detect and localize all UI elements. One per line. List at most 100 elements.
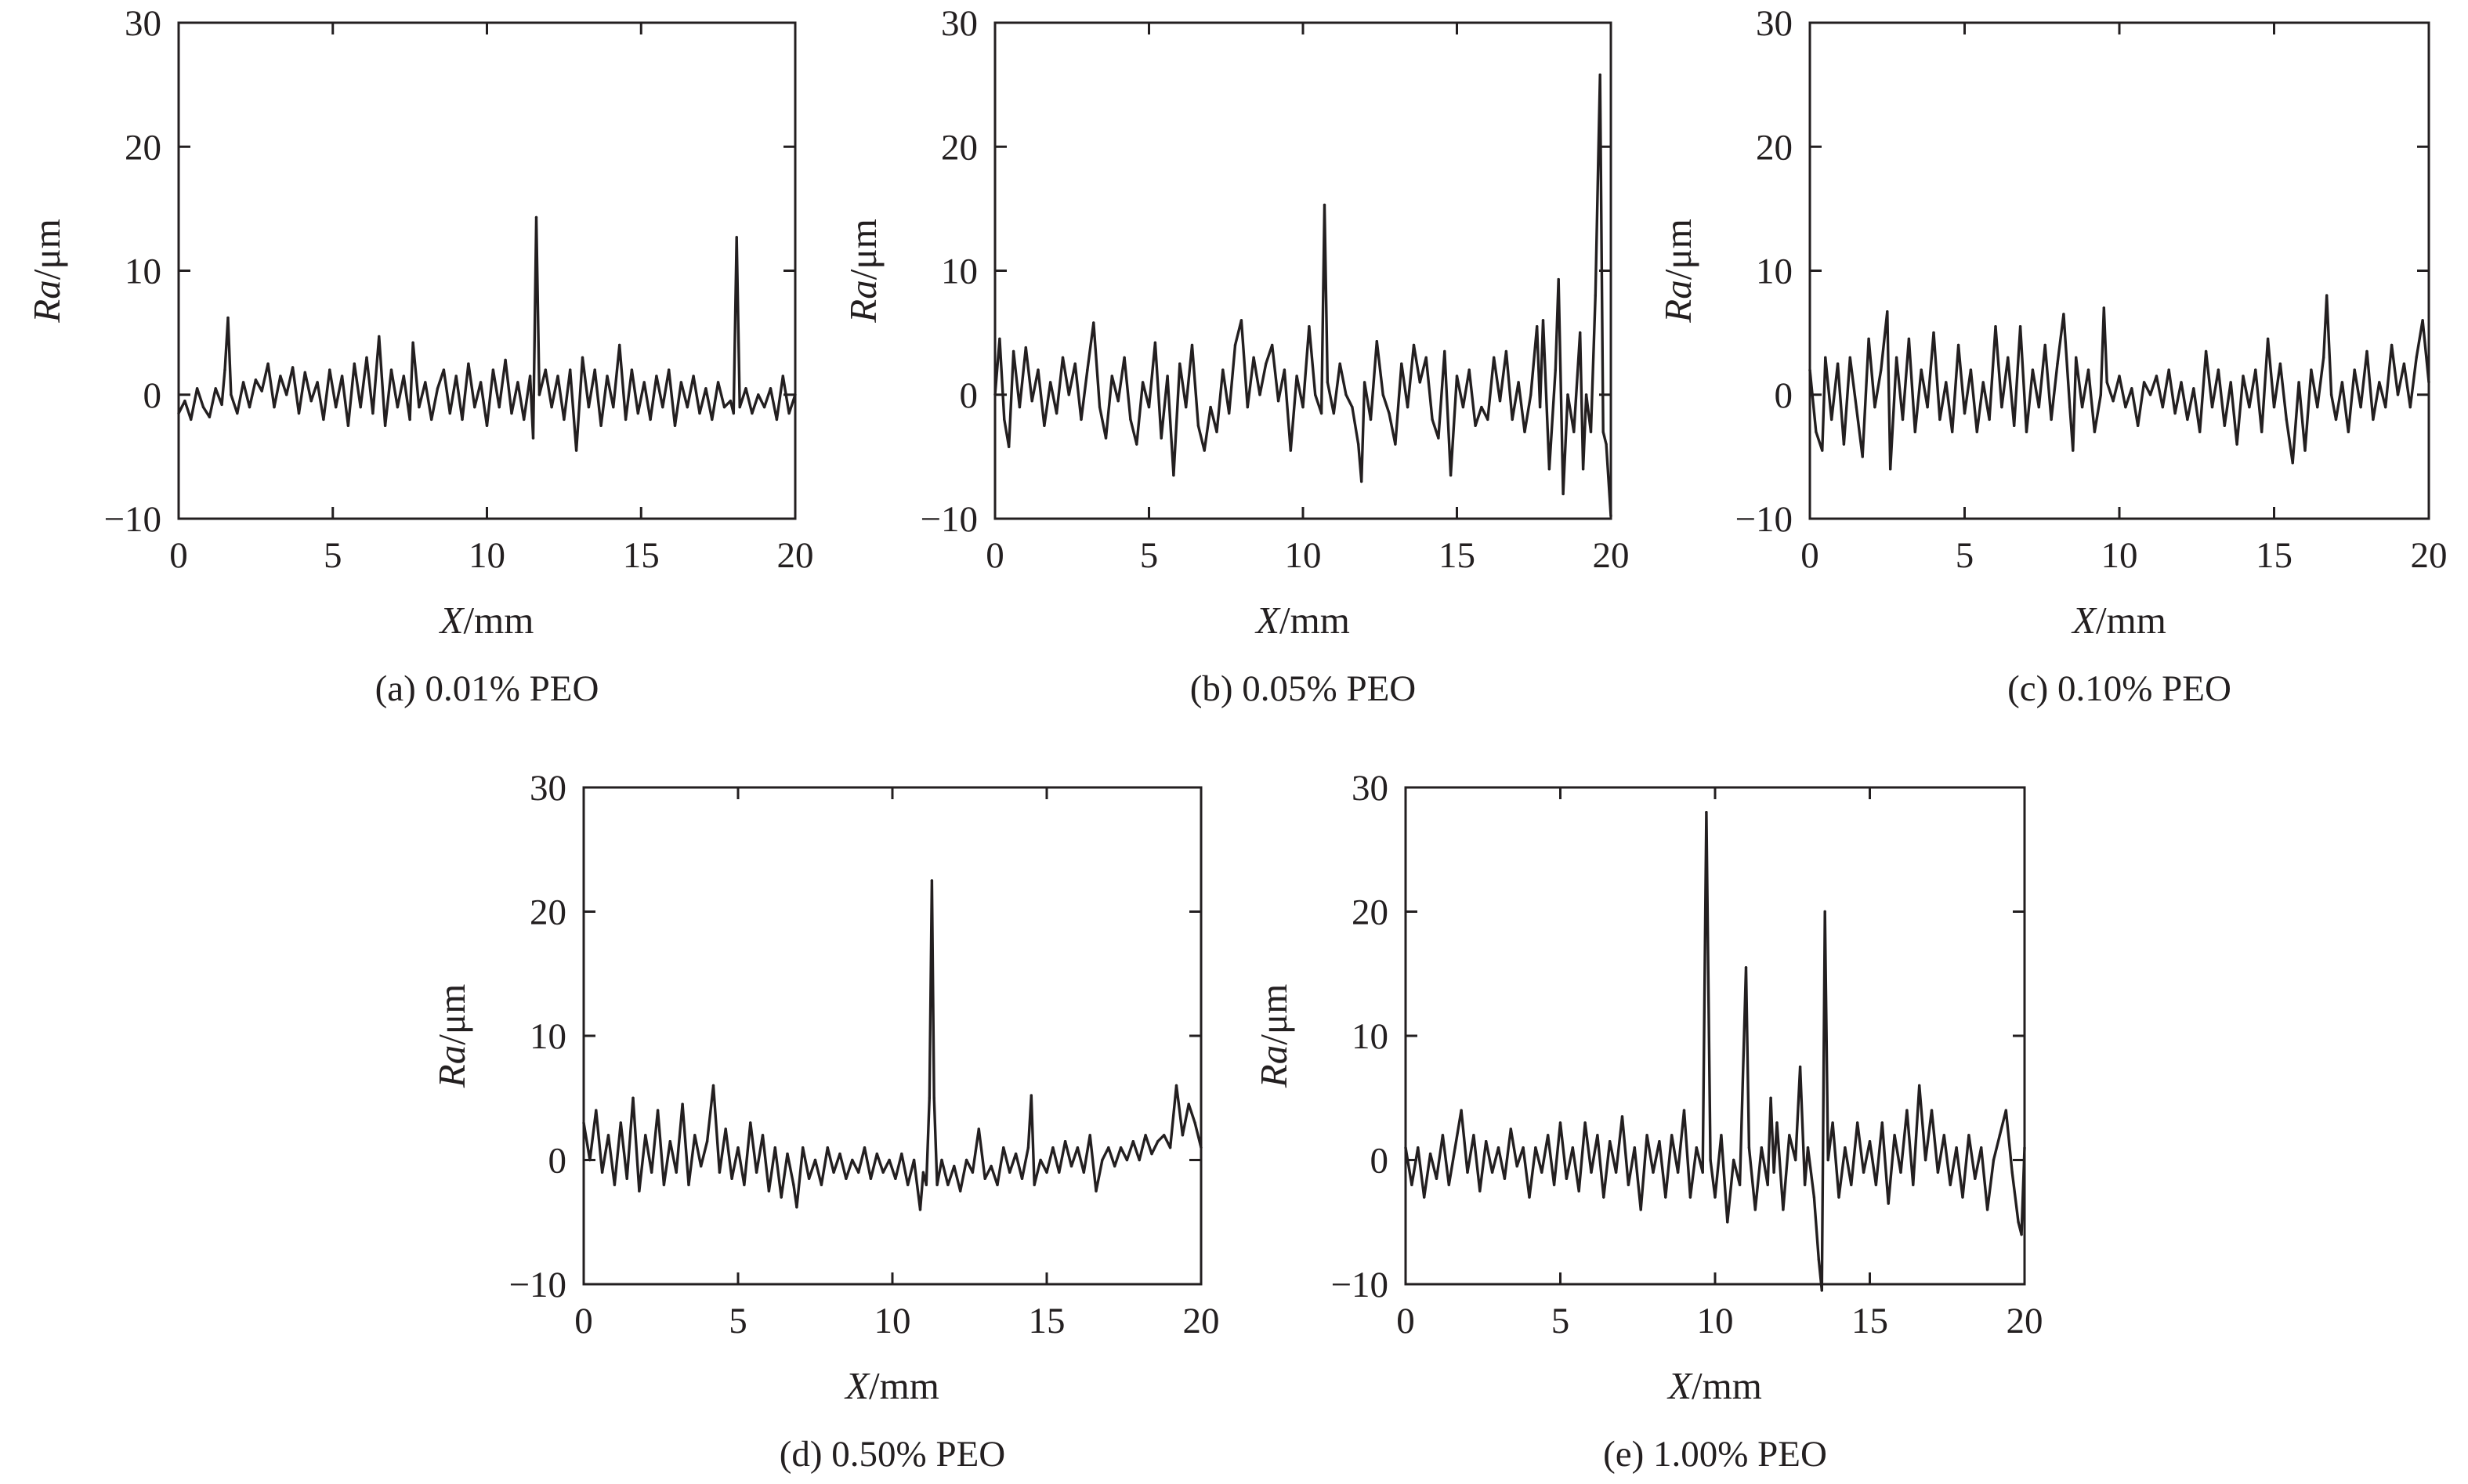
x-tick-label: 0 (169, 535, 188, 576)
data-point (1830, 418, 1833, 422)
y-tick-label: 20 (1756, 127, 1793, 168)
x-tick-label: 20 (2007, 1301, 2043, 1341)
data-point (1930, 1109, 1934, 1112)
data-point (698, 411, 701, 415)
x-axis-unit: /mm (869, 1364, 939, 1407)
data-point (888, 1158, 891, 1162)
data-point (959, 1189, 962, 1193)
data-point (1709, 1158, 1712, 1162)
data-point (1026, 1146, 1030, 1149)
data-point (1645, 1134, 1648, 1137)
data-point (1357, 443, 1360, 446)
data-point (1823, 910, 1826, 914)
data-point (998, 337, 1001, 341)
y-tick-label: 30 (125, 3, 161, 44)
y-axis-unit: /μm (1656, 219, 1699, 280)
data-point (1147, 405, 1151, 409)
data-point (2272, 405, 2276, 409)
data-point (1453, 1146, 1457, 1149)
data-point (1522, 1146, 1525, 1149)
data-point (801, 1146, 805, 1149)
data-point (650, 1171, 653, 1175)
data-point (582, 1121, 585, 1124)
y-tick-label: 0 (1775, 375, 1793, 416)
data-point (1992, 1158, 1996, 1162)
data-point (1861, 455, 1864, 458)
data-point (711, 418, 714, 422)
data-point (2427, 381, 2430, 384)
data-point (1572, 430, 1576, 433)
data-point (2137, 424, 2140, 427)
data-point (424, 381, 427, 384)
data-point (1163, 1134, 1166, 1137)
y-axis-unit: /μm (25, 219, 68, 280)
data-point (1039, 1158, 1042, 1162)
data-point (1732, 1158, 1735, 1162)
data-point (1826, 1158, 1829, 1162)
data-point (534, 215, 538, 219)
data-point (787, 411, 791, 415)
data-point (2372, 418, 2375, 422)
data-point (1181, 1134, 1185, 1137)
data-point (600, 1171, 604, 1175)
data-point (1246, 405, 1250, 409)
data-point (625, 1177, 628, 1181)
data-point (1956, 343, 1960, 347)
data-point (1058, 1171, 1061, 1175)
data-point (1837, 1196, 1840, 1199)
x-tick-label: 15 (2256, 535, 2292, 576)
data-point (1594, 294, 1598, 297)
data-point (436, 387, 440, 390)
data-point (925, 1183, 928, 1186)
data-point (1187, 1102, 1190, 1106)
data-point (1037, 368, 1040, 371)
data-point (1961, 1196, 1964, 1199)
data-point (767, 1189, 771, 1193)
x-axis-variable: X (2071, 599, 2097, 642)
x-tick-label: 20 (777, 535, 814, 576)
data-point (531, 436, 535, 440)
data-point (1437, 436, 1440, 440)
data-point (971, 1171, 975, 1175)
data-point (2068, 405, 2072, 409)
data-point (2167, 368, 2170, 371)
data-point (297, 411, 301, 415)
data-point (1988, 418, 1991, 422)
y-tick-label: 10 (941, 252, 978, 292)
data-point (1812, 1196, 1816, 1199)
data-point (1760, 1146, 1763, 1149)
y-tick-label: −10 (508, 1265, 566, 1305)
data-point (1652, 1171, 1655, 1175)
data-point (1107, 1146, 1110, 1149)
data-point (2353, 368, 2356, 371)
data-point (661, 405, 664, 409)
data-point (757, 393, 760, 396)
x-tick-label: 0 (1800, 535, 1819, 576)
x-tick-label: 5 (729, 1301, 747, 1341)
data-point (1400, 362, 1403, 365)
y-tick-label: 10 (530, 1016, 566, 1057)
data-point (1803, 1183, 1807, 1186)
data-point (1868, 1140, 1872, 1143)
data-point (795, 1206, 798, 1209)
data-point (1101, 1158, 1104, 1162)
data-point (378, 335, 381, 338)
data-point (1496, 1146, 1500, 1149)
data-point (743, 1183, 746, 1186)
data-point (606, 1134, 610, 1137)
data-point (636, 411, 639, 415)
data-point (993, 393, 997, 396)
data-point (1104, 436, 1108, 440)
data-point (322, 418, 325, 422)
data-point (786, 1152, 789, 1156)
y-axis-variable: Ra (430, 1045, 473, 1088)
data-point (1406, 405, 1410, 409)
data-point (1602, 1196, 1605, 1199)
data-point (857, 1171, 860, 1175)
data-point (1129, 418, 1132, 422)
plot-frame (582, 786, 1203, 1286)
